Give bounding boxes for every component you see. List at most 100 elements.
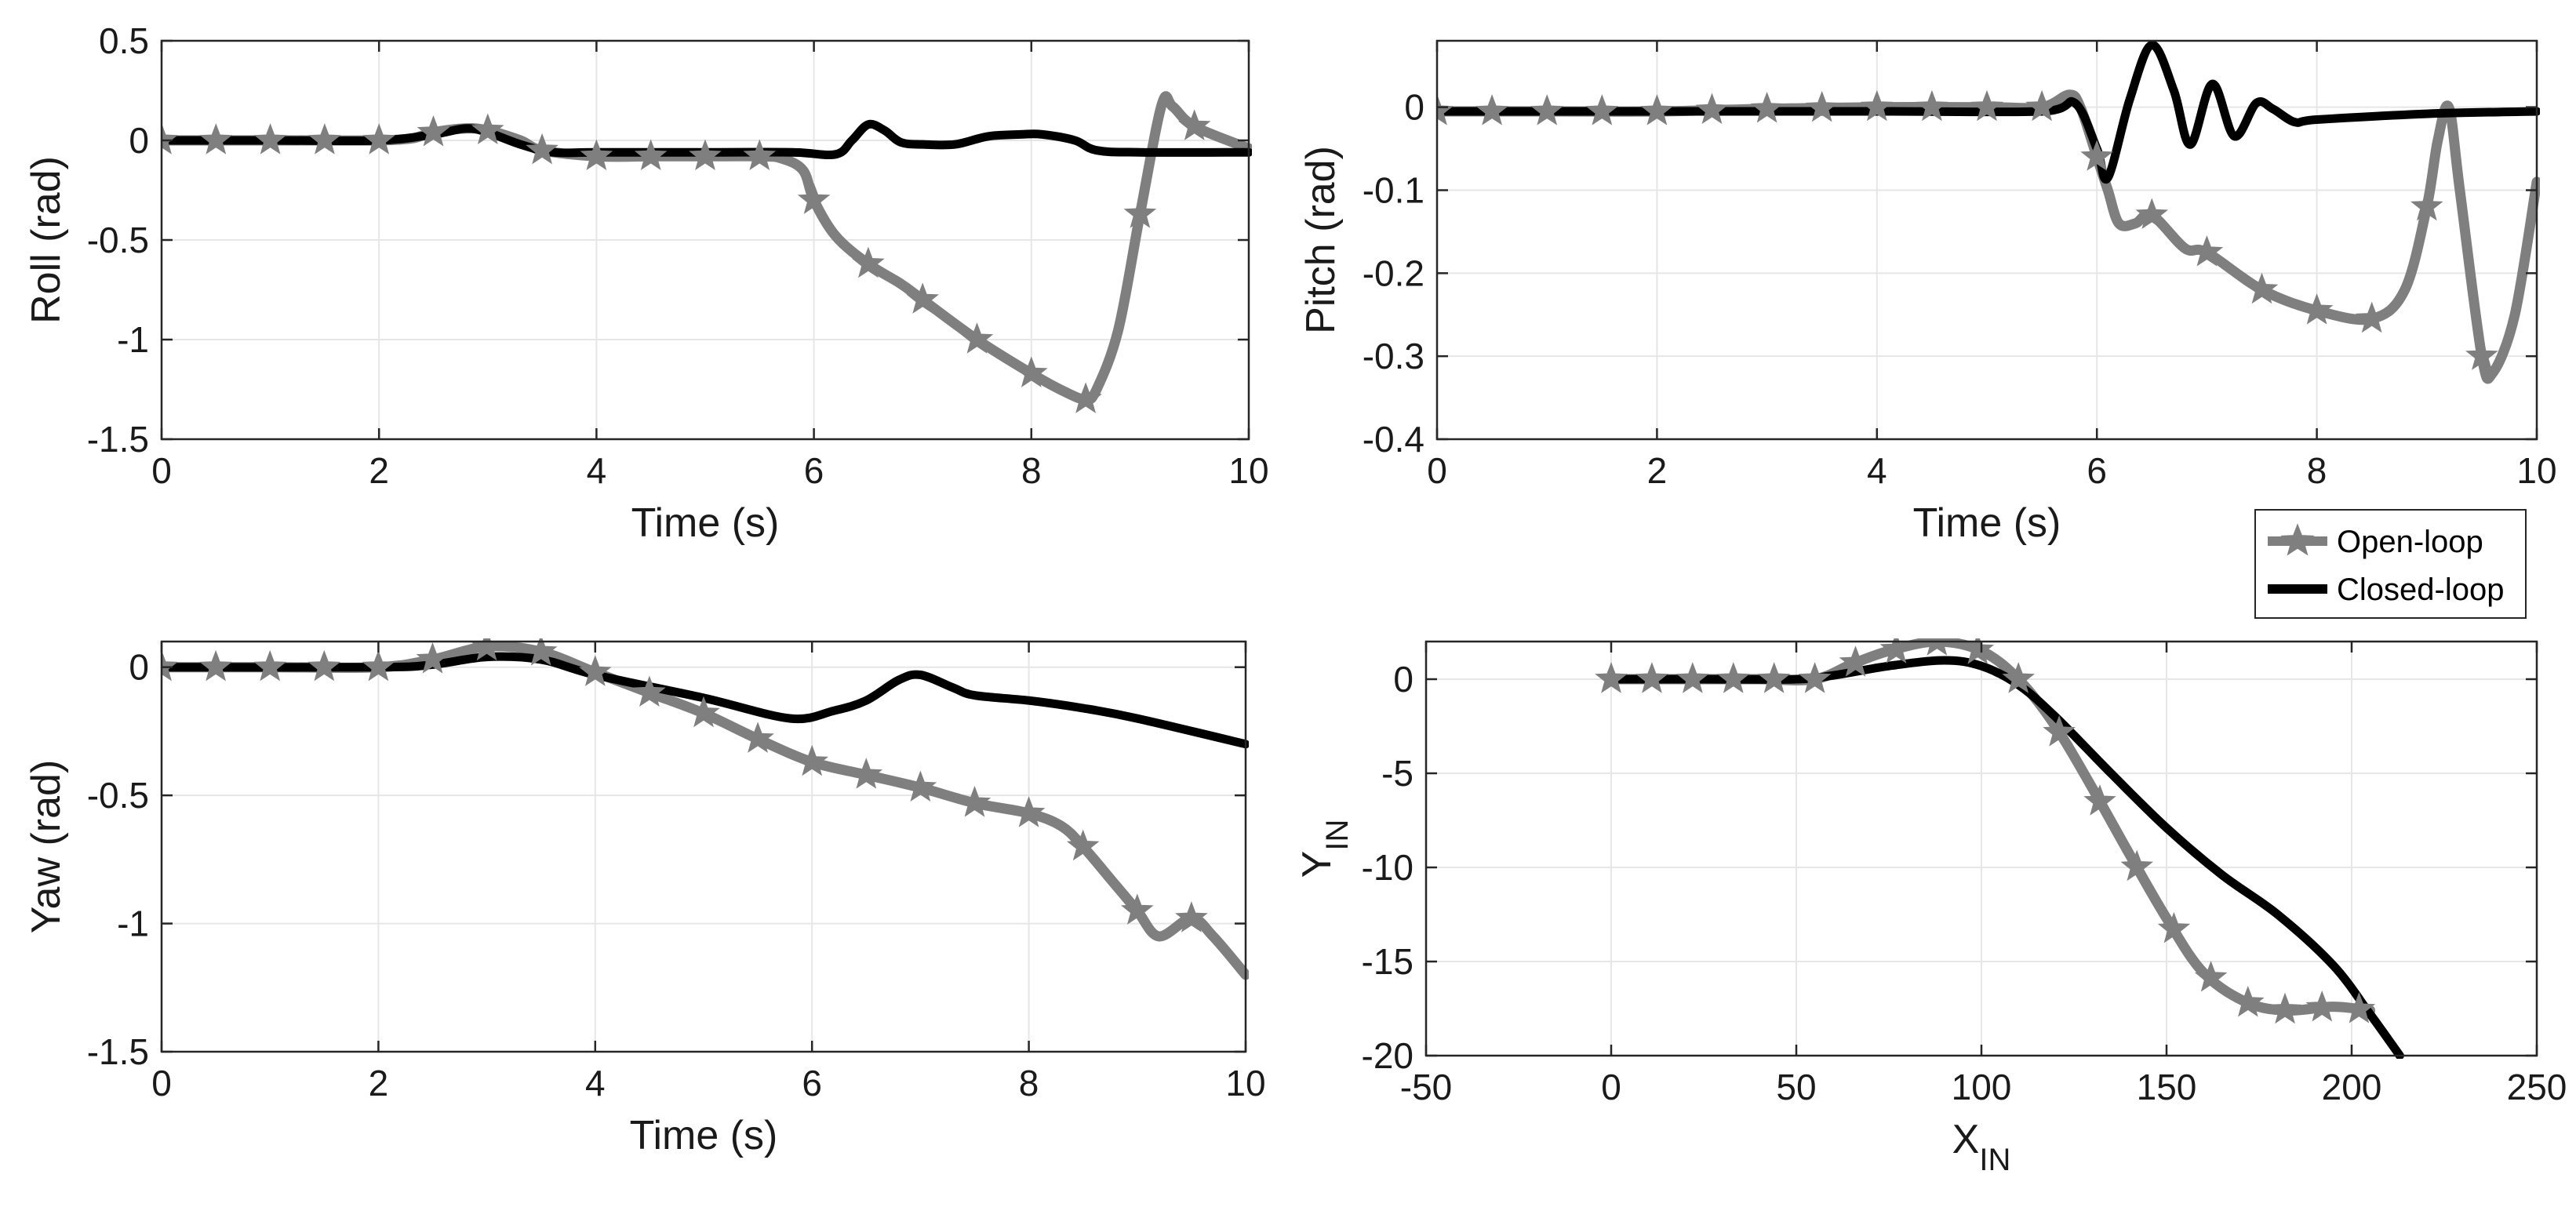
open-loop-star-marker: [2269, 992, 2301, 1024]
axes-box: [1435, 39, 2538, 441]
open-loop-star-marker: [687, 696, 720, 728]
open-loop-star-marker: [162, 649, 178, 682]
open-loop-star-marker: [307, 649, 341, 682]
x-axis-label: Time (s): [630, 1113, 778, 1158]
y-tick-label: -1: [117, 903, 149, 944]
x-tick-label: 50: [1776, 1067, 1816, 1107]
x-tick-label: 10: [1228, 450, 1268, 491]
open-loop-star-marker: [2080, 140, 2114, 171]
y-tick-label: -20: [1362, 1035, 1414, 1076]
x-tick-label: 250: [2507, 1067, 2567, 1107]
x-tick-label: 10: [1225, 1063, 1265, 1103]
open-loop-star-marker: [1970, 89, 2003, 122]
open-loop-star-marker: [1839, 645, 1872, 677]
open-loop-star-marker: [1805, 90, 1839, 122]
y-tick-label: -5: [1381, 753, 1414, 794]
open-loop-star-marker: [1798, 662, 1832, 693]
open-loop-star-marker: [797, 183, 831, 214]
open-loop-star-marker: [850, 758, 883, 789]
y-tick-label: 0: [1404, 87, 1424, 128]
open-loop-star-marker: [253, 649, 287, 682]
x-tick-label: 0: [1427, 450, 1447, 491]
legend-box: [2254, 509, 2527, 619]
x-tick-label: 6: [802, 1063, 822, 1103]
open-loop-star-marker: [2135, 198, 2169, 229]
open-loop-star-marker: [633, 675, 666, 707]
legend-star-marker: [2280, 523, 2315, 556]
open-loop-star-marker: [906, 282, 940, 314]
closed-loop-line: [162, 119, 1252, 160]
open-loop-star-marker: [2342, 992, 2376, 1023]
open-loop-star-marker: [253, 123, 287, 155]
y-axis-label: Roll (rad): [24, 156, 69, 324]
open-loop-star-marker: [416, 642, 449, 674]
open-loop-star-marker: [2410, 189, 2443, 221]
open-loop-star-marker: [2194, 960, 2228, 992]
x-axis-label: Time (s): [631, 500, 780, 546]
legend-open-loop-star-icon: [2280, 523, 2315, 556]
y-tick-label: -1.5: [87, 1031, 149, 1072]
open-loop-star-marker: [1916, 89, 1948, 122]
open-loop-star-marker: [1635, 662, 1668, 693]
open-loop-star-marker: [904, 770, 937, 802]
open-loop-star-marker: [199, 123, 233, 155]
axes-box: [160, 640, 1247, 1053]
open-loop-star-marker: [2305, 990, 2339, 1022]
open-loop-star-marker: [580, 139, 613, 171]
open-loop-star-marker: [1676, 662, 1709, 693]
open-loop-star-marker: [741, 722, 774, 753]
open-loop-star-marker: [2190, 235, 2224, 267]
x-tick-label: 2: [1647, 450, 1668, 491]
open-loop-star-marker: [2120, 849, 2154, 882]
open-loop-star-marker: [1879, 638, 1913, 663]
open-loop-star-marker: [2355, 301, 2389, 333]
y-tick-label: -0.2: [1363, 253, 1424, 293]
open-loop-star-marker: [199, 649, 232, 682]
x-tick-label: 0: [1601, 1067, 1621, 1107]
open-loop-star-marker: [1695, 93, 1729, 124]
y-tick-label: 0.5: [99, 20, 149, 61]
open-loop-star-marker: [958, 786, 991, 817]
open-loop-star-marker: [689, 139, 722, 171]
y-tick-label: -10: [1362, 847, 1414, 888]
roll-panel: 0 2 4 6 8 10 -1.5 -1 -0.5 0 0.5 Time (s) Roll (rad): [24, 20, 1269, 546]
y-tick-label: -0.4: [1363, 419, 1424, 460]
x-tick-label: 6: [2087, 450, 2107, 491]
open-loop-star-marker: [1066, 829, 1100, 861]
open-loop-star-marker: [1595, 662, 1628, 693]
y-tick-label: 0: [129, 120, 149, 161]
series-group: [162, 91, 1252, 413]
x-tick-label: -50: [1400, 1067, 1452, 1107]
open-loop-star-marker: [634, 139, 668, 171]
open-loop-star-marker: [2232, 985, 2265, 1017]
y-axis-label: Yaw (rad): [24, 760, 69, 934]
x-tick-label: 4: [1867, 450, 1887, 491]
series-group: [162, 638, 1249, 980]
open-loop-star-marker: [2465, 339, 2498, 370]
open-loop-star-marker: [1860, 89, 1894, 122]
open-loop-star-marker: [524, 638, 558, 666]
y-tick-label: -1.5: [87, 419, 149, 460]
x-tick-label: 8: [1021, 450, 1042, 491]
x-tick-label: 6: [804, 450, 824, 491]
series-group: [1595, 638, 2404, 1059]
open-loop-star-marker: [1014, 356, 1048, 387]
open-loop-star-marker: [1640, 94, 1674, 125]
x-tick-label: 0: [151, 450, 172, 491]
open-loop-star-marker: [417, 115, 450, 147]
open-loop-star-marker: [2043, 715, 2076, 747]
open-loop-star-marker: [1175, 901, 1208, 933]
y-tick-label: -0.5: [87, 775, 149, 816]
x-tick-label: 2: [369, 1063, 389, 1103]
open-loop-star-marker: [578, 655, 612, 686]
open-loop-star-marker: [2157, 911, 2191, 943]
y-tick-label: -0.5: [87, 220, 149, 260]
open-loop-star-marker: [852, 246, 885, 278]
x-tick-label: 8: [2307, 450, 2327, 491]
y-axis-label-subscript: IN: [1320, 820, 1355, 851]
x-tick-label: 200: [2322, 1067, 2382, 1107]
pitch-panel: 0 2 4 6 8 10 -0.4 -0.3 -0.2 -0.1 0 Time (s) Pitch (r…: [1298, 39, 2557, 546]
y-tick-label: -1: [117, 319, 149, 360]
